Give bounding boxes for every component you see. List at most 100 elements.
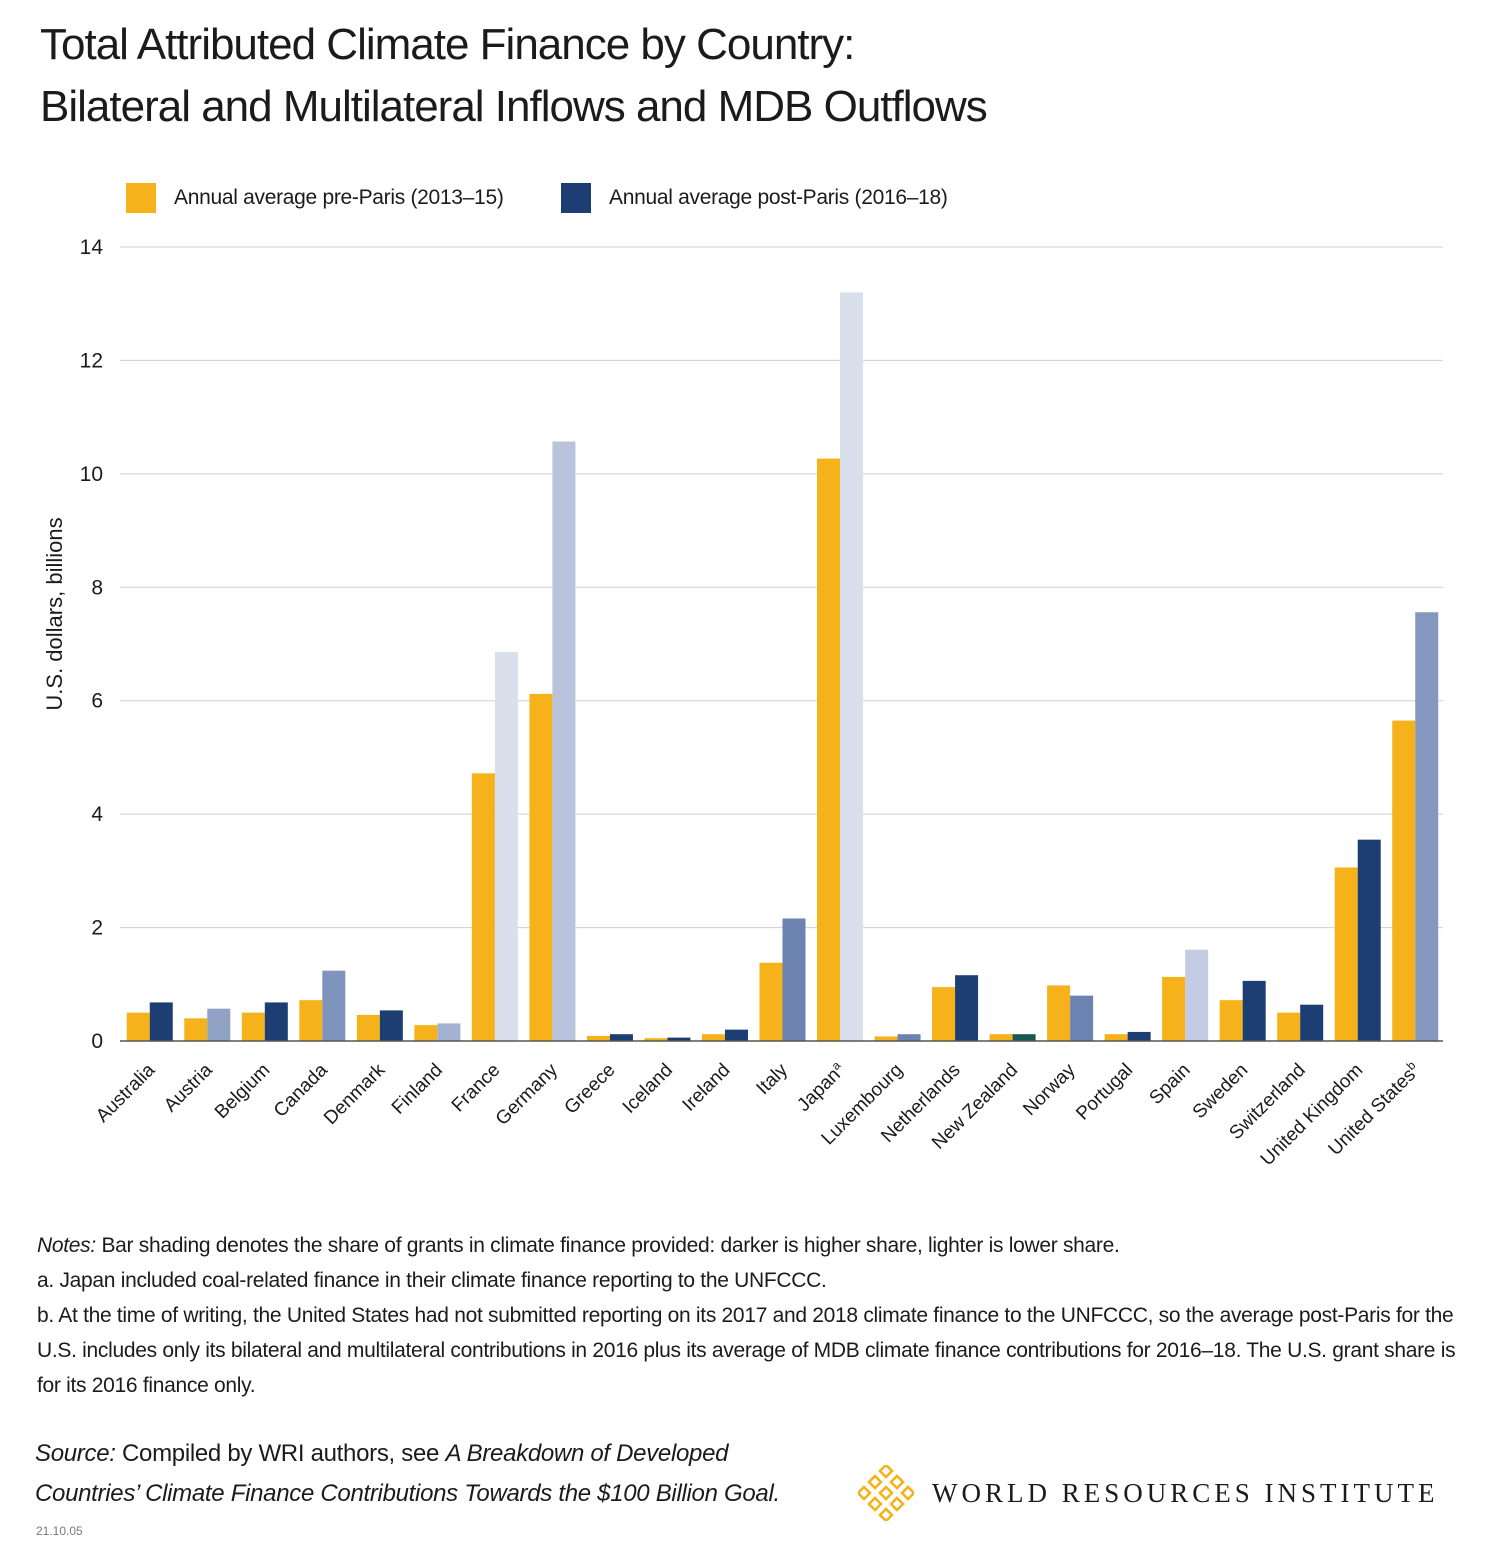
bar-pre-paris xyxy=(1104,1034,1128,1041)
bar-pre-paris xyxy=(1047,985,1071,1041)
notes: Notes: Bar shading denotes the share of … xyxy=(37,1228,1477,1403)
bar-pre-paris xyxy=(529,693,553,1041)
x-tick-label: Germany xyxy=(492,1059,562,1129)
bar-pre-paris xyxy=(184,1018,208,1041)
x-tick-label: Spain xyxy=(1145,1060,1194,1109)
logo-diamond xyxy=(858,1485,872,1501)
y-tick-label: 10 xyxy=(80,463,103,486)
bar-post-paris xyxy=(437,1023,461,1041)
bar-post-paris xyxy=(782,918,806,1041)
bar-post-paris xyxy=(149,1002,173,1041)
bar-pre-paris xyxy=(1219,1000,1243,1041)
wri-logo-text: WORLD RESOURCES INSTITUTE xyxy=(932,1477,1439,1508)
x-tick-label: United Kingdom xyxy=(1257,1060,1367,1170)
bar-pre-paris xyxy=(471,773,495,1041)
bar-pre-paris xyxy=(241,1012,265,1041)
bar-post-paris xyxy=(322,970,346,1041)
bar-chart: 0 2 4 6 8 10 12 14 U.S. dollars, billions Austral… xyxy=(42,236,1443,1170)
chart-title-line-2: Bilateral and Multilateral Inflows and M… xyxy=(40,82,988,131)
bar-post-paris xyxy=(609,1034,633,1041)
y-tick-label: 8 xyxy=(91,576,103,599)
bar-post-paris xyxy=(897,1034,921,1041)
x-tick-label: Denmark xyxy=(320,1059,390,1129)
notes-lead: Notes: xyxy=(37,1234,96,1257)
logo-diamond xyxy=(889,1496,905,1512)
bar-pre-paris xyxy=(586,1035,610,1041)
legend-item-pre-paris: Annual average pre-Paris (2013–15) xyxy=(126,182,504,214)
bar-post-paris xyxy=(207,1008,231,1041)
bar-pre-paris xyxy=(414,1025,438,1041)
chart-title: Total Attributed Climate Finance by Coun… xyxy=(40,14,1480,138)
x-tick-label: Belgium xyxy=(211,1060,274,1123)
bar-pre-paris xyxy=(874,1036,898,1041)
logo-diamond xyxy=(867,1474,883,1490)
y-tick-label: 0 xyxy=(91,1030,103,1053)
bar-post-paris xyxy=(1415,612,1439,1041)
source: Source: Compiled by WRI authors, see A B… xyxy=(35,1434,835,1514)
x-tick-label: Finland xyxy=(388,1060,447,1119)
bar-pre-paris xyxy=(759,962,783,1041)
legend-item-post-paris: Annual average post-Paris (2016–18) xyxy=(561,182,948,214)
x-tick-label: Norway xyxy=(1019,1059,1080,1120)
x-tick-label: Australia xyxy=(92,1059,159,1126)
legend-swatch-pre-paris xyxy=(126,183,156,213)
bar-post-paris xyxy=(1070,995,1094,1041)
legend-label-post-paris: Annual average post-Paris (2016–18) xyxy=(609,186,948,209)
notes-footnote-b: b. At the time of writing, the United St… xyxy=(37,1304,1456,1397)
bar-pre-paris xyxy=(1334,867,1358,1041)
bar-post-paris xyxy=(494,651,518,1041)
bar-post-paris xyxy=(1185,949,1209,1041)
bar-pre-paris xyxy=(299,1000,323,1041)
bar-post-paris xyxy=(552,441,576,1041)
bar-pre-paris xyxy=(1392,720,1416,1041)
figure-code: 21.10.05 xyxy=(36,1524,83,1538)
notes-line-1: Notes: Bar shading denotes the share of … xyxy=(37,1228,1477,1263)
notes-footnote-a: a. Japan included coal-related finance i… xyxy=(37,1269,827,1292)
bar-post-paris xyxy=(1300,1004,1324,1041)
y-tick-label: 14 xyxy=(80,236,104,259)
y-tick-label: 2 xyxy=(91,917,103,940)
bar-pre-paris xyxy=(126,1012,150,1041)
bar-post-paris xyxy=(1012,1034,1036,1041)
logo-diamond xyxy=(889,1474,905,1490)
wri-logo: WORLD RESOURCES INSTITUTE xyxy=(858,1465,1439,1521)
logo-diamond xyxy=(900,1485,914,1501)
footnote-marker: b xyxy=(1404,1058,1419,1073)
bar-pre-paris xyxy=(1277,1012,1301,1041)
x-tick-label: Iceland xyxy=(619,1060,677,1118)
bar-pre-paris xyxy=(644,1038,668,1041)
notes-shading-text: Bar shading denotes the share of grants … xyxy=(95,1234,1120,1257)
source-title: A Breakdown of Developed Countries’ Clim… xyxy=(35,1440,780,1507)
y-tick-label: 12 xyxy=(80,349,103,372)
legend-swatch-post-paris xyxy=(561,183,591,213)
bar-pre-paris xyxy=(989,1034,1013,1041)
x-tick-label: Austria xyxy=(160,1059,217,1116)
source-lead: Source: xyxy=(35,1440,116,1467)
y-tick-label: 4 xyxy=(91,803,103,826)
bar-post-paris xyxy=(379,1010,403,1041)
x-tick-label: Greece xyxy=(561,1060,620,1119)
chart-title-line-1: Total Attributed Climate Finance by Coun… xyxy=(40,20,855,69)
bar-post-paris xyxy=(1357,839,1381,1041)
logo-diamond xyxy=(878,1485,894,1501)
bar-pre-paris xyxy=(1162,976,1186,1041)
x-tick-label: France xyxy=(448,1060,505,1117)
bar-post-paris xyxy=(264,1002,288,1041)
logo-diamond xyxy=(878,1465,894,1479)
bar-post-paris xyxy=(1242,980,1266,1041)
logo-diamond xyxy=(867,1496,883,1512)
y-axis-label: U.S. dollars, billions xyxy=(42,517,67,710)
y-tick-label: 6 xyxy=(91,690,103,713)
x-tick-label: Italy xyxy=(753,1059,793,1099)
bar-pre-paris xyxy=(817,458,841,1041)
x-tick-label: Portugal xyxy=(1072,1060,1137,1125)
x-tick-label: Japana xyxy=(792,1058,850,1116)
bar-post-paris xyxy=(724,1029,748,1041)
bar-pre-paris xyxy=(701,1034,725,1041)
bar-post-paris xyxy=(840,292,864,1041)
bar-post-paris xyxy=(667,1037,691,1041)
bar-post-paris xyxy=(1127,1031,1151,1041)
legend-label-pre-paris: Annual average pre-Paris (2013–15) xyxy=(174,186,504,209)
logo-diamond xyxy=(878,1507,894,1521)
bar-pre-paris xyxy=(932,987,956,1041)
